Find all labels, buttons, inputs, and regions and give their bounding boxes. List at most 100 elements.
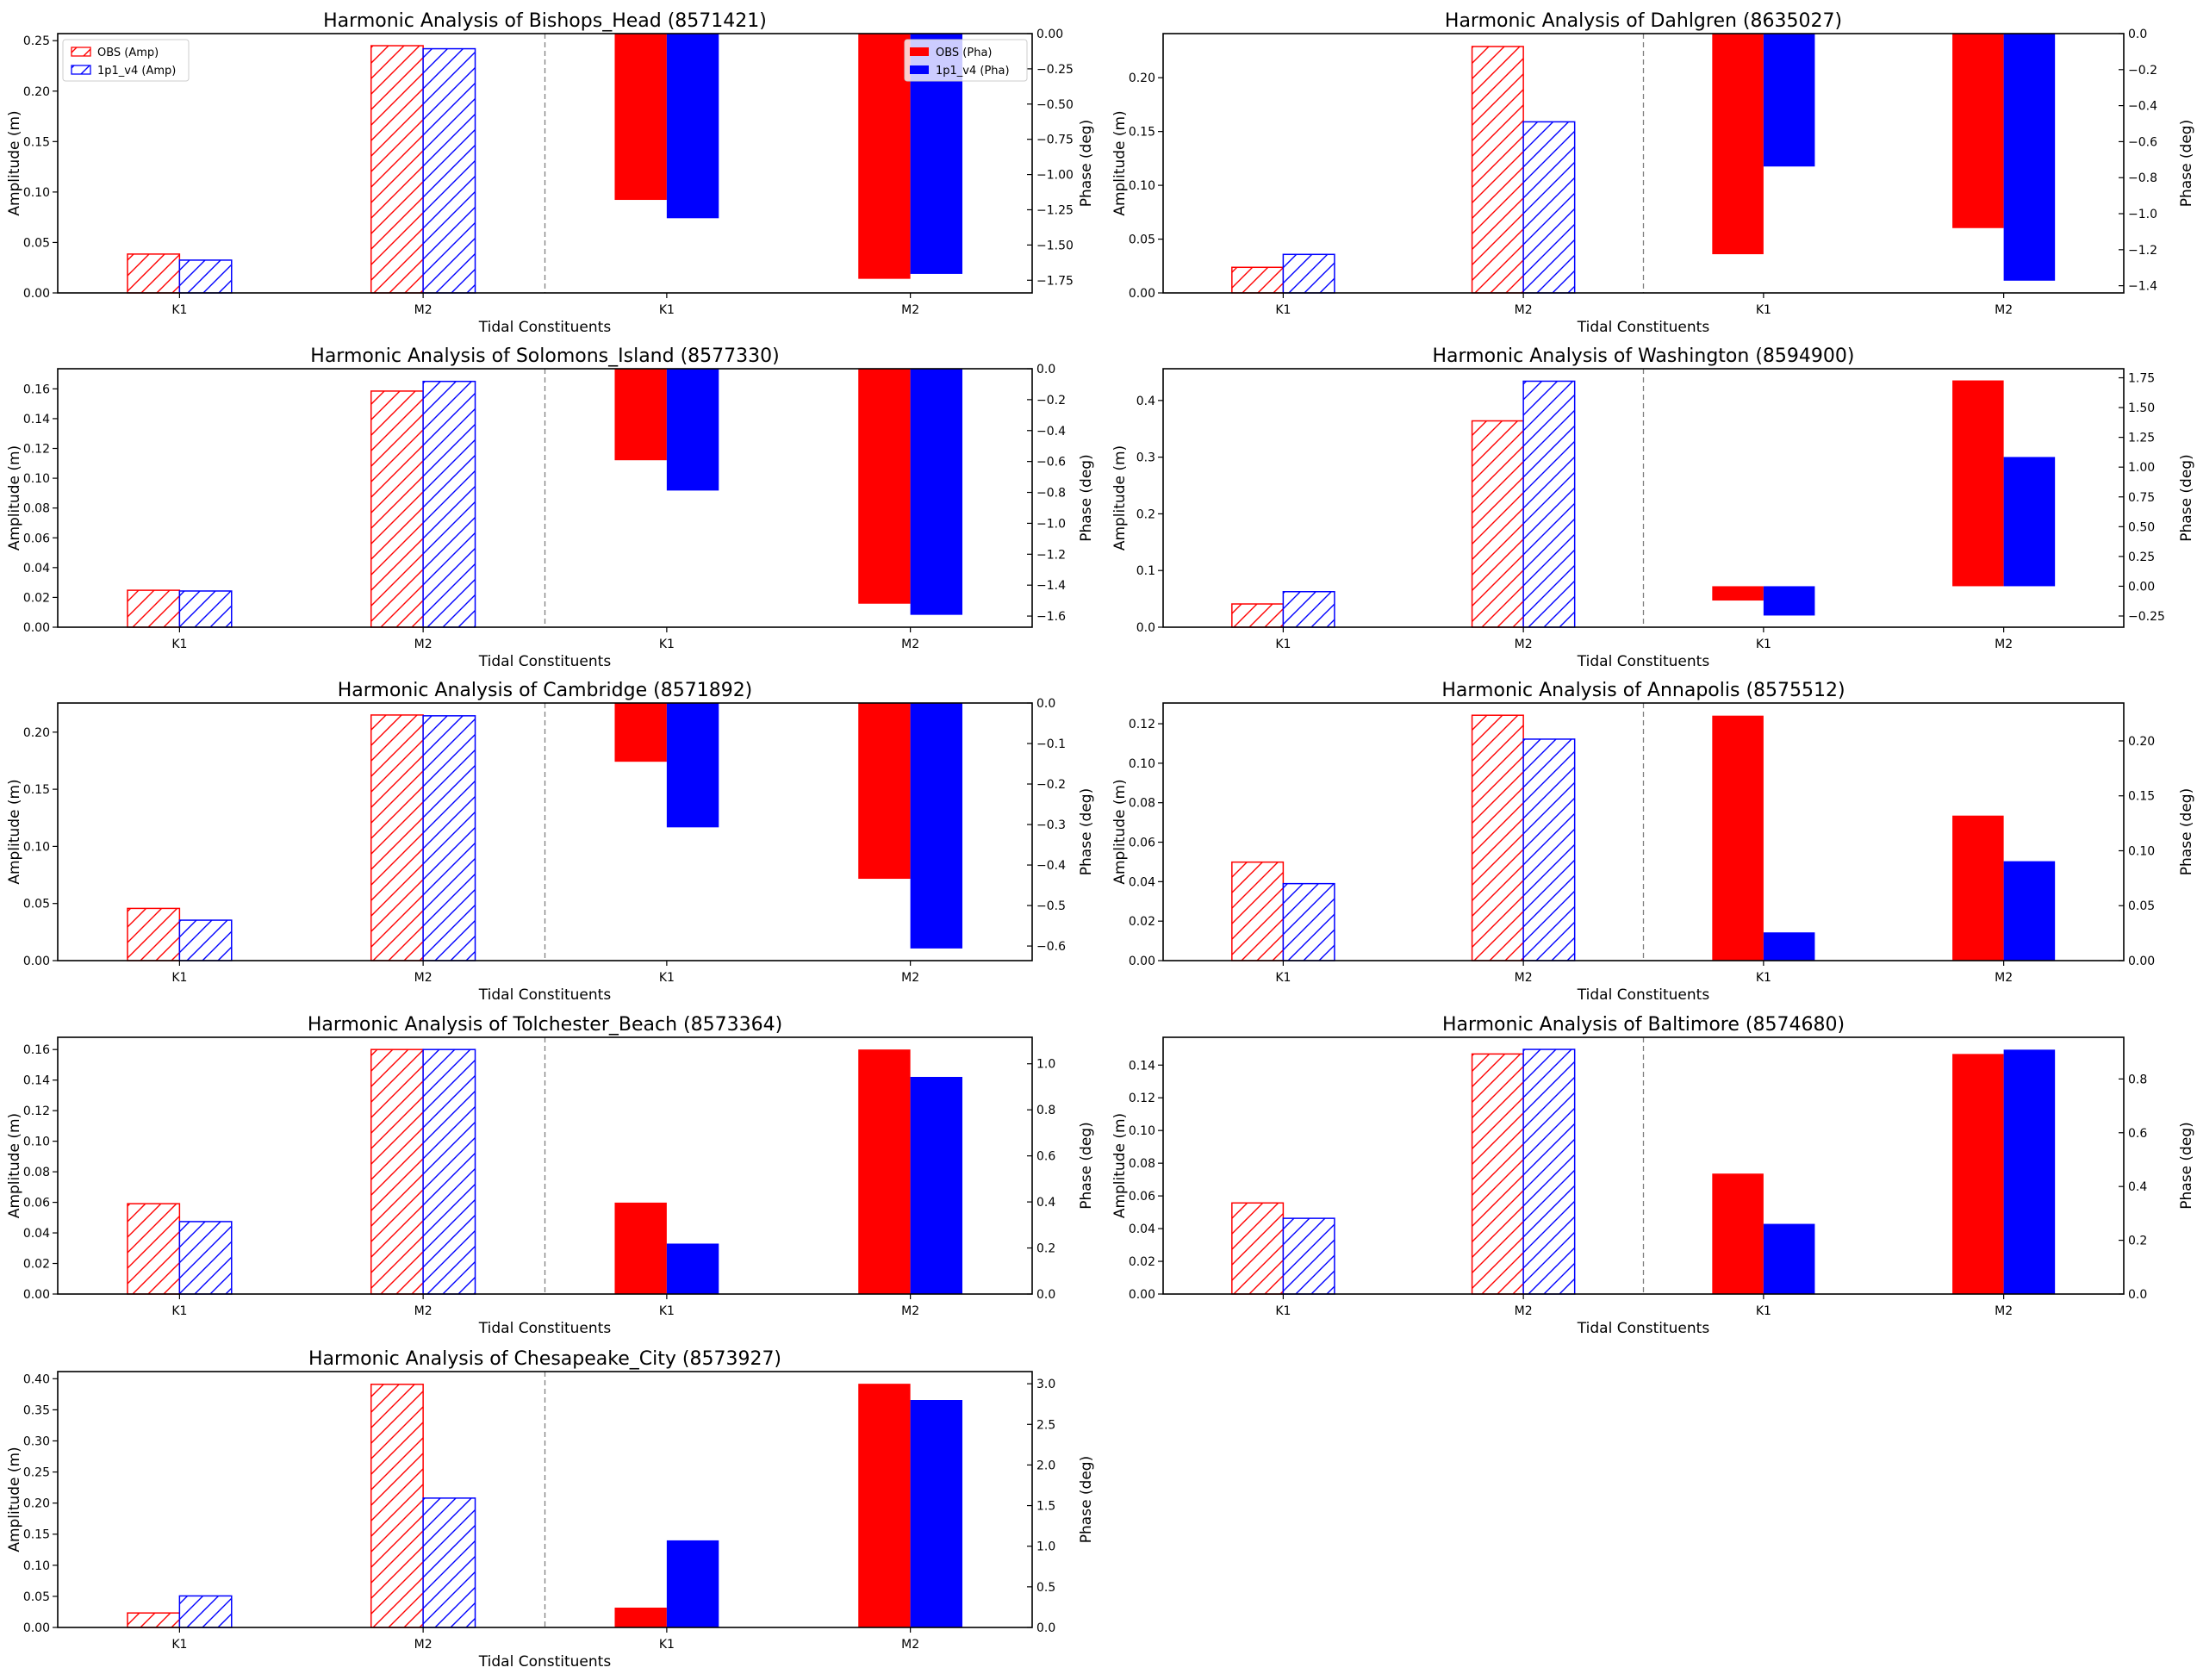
amp-tick-label: 0.25	[23, 1466, 50, 1480]
x-tick-label: K1	[1756, 971, 1771, 985]
pha-tick-label: −0.2	[1036, 394, 1066, 408]
bar-model-pha-k1	[666, 1243, 719, 1294]
amp-tick-label: 0.15	[1129, 126, 1155, 140]
bar-model-pha-m2	[2003, 1049, 2056, 1294]
bar-model-amp-m2-hatch	[1522, 1048, 1576, 1295]
pha-tick-label: −0.2	[2128, 64, 2157, 78]
amp-tick-label: 0.05	[23, 236, 50, 250]
x-tick-label: M2	[414, 303, 433, 317]
bar-obs-pha-m2	[1952, 1054, 2004, 1294]
x-tick-label: K1	[1275, 971, 1291, 985]
bar-obs-pha-m2	[858, 34, 911, 279]
amp-tick-label: 0.1	[1136, 564, 1155, 578]
bar-model-pha-m2	[2003, 34, 2056, 281]
pha-tick-label: −1.25	[1036, 203, 1074, 217]
pha-tick-label: −0.5	[1036, 899, 1066, 913]
pha-tick-label: −0.50	[1036, 98, 1074, 112]
amp-tick-label: 0.06	[23, 1197, 50, 1210]
x-tick-label: K1	[171, 1638, 187, 1652]
bar-model-pha-m2	[910, 703, 963, 949]
pha-tick-label: 0.00	[2128, 955, 2155, 968]
x-tick-label: K1	[171, 303, 187, 317]
bar-model-pha-k1	[666, 369, 719, 491]
bar-model-pha-k1	[666, 1540, 719, 1627]
x-tick-label: K1	[659, 1638, 675, 1652]
x-axis-label: Tidal Constituents	[478, 653, 612, 670]
x-tick-label: M2	[1995, 303, 2013, 317]
pha-tick-label: −0.4	[1036, 425, 1066, 439]
amp-tick-label: 0.00	[23, 955, 50, 968]
amp-tick-label: 0.14	[1129, 1059, 1155, 1073]
chart-title: Harmonic Analysis of Baltimore (8574680)	[1442, 1014, 1845, 1036]
x-tick-label: K1	[1275, 1304, 1291, 1318]
axes-frame	[1162, 1036, 2125, 1295]
legend-label: 1p1_v4 (Amp)	[97, 65, 176, 78]
amp-tick-label: 0.15	[23, 1528, 50, 1542]
amp-tick-label: 0.35	[23, 1403, 50, 1417]
x-tick-label: M2	[1995, 638, 2013, 651]
x-tick-label: K1	[659, 638, 675, 651]
bar-model-amp-m2-hatch	[422, 1048, 476, 1295]
chart-title: Harmonic Analysis of Chesapeake_City (85…	[308, 1348, 781, 1370]
pha-tick-label: −1.0	[1036, 517, 1066, 531]
bar-model-amp-k1-hatch	[178, 919, 233, 961]
amp-tick-label: 0.02	[1129, 1255, 1155, 1269]
amp-tick-label: 0.00	[1129, 287, 1155, 301]
y-axis-label-amplitude: Amplitude (m)	[1111, 110, 1129, 215]
amp-tick-label: 0.10	[1129, 179, 1155, 193]
x-axis-label: Tidal Constituents	[1577, 653, 1710, 670]
pha-tick-label: 2.5	[1036, 1418, 1055, 1432]
x-tick-label: M2	[901, 1304, 919, 1318]
bar-obs-amp-k1-hatch	[127, 1203, 181, 1295]
bar-model-amp-k1-hatch	[1282, 253, 1335, 294]
bar-obs-pha-k1	[614, 703, 667, 762]
pha-tick-label: 1.0	[1036, 1058, 1055, 1072]
x-axis-label: Tidal Constituents	[478, 986, 612, 1004]
bar-obs-amp-k1-hatch	[1231, 1202, 1285, 1295]
x-tick-label: M2	[414, 1638, 433, 1652]
x-tick-label: M2	[414, 971, 433, 985]
chart-title: Harmonic Analysis of Dahlgren (8635027)	[1445, 10, 1842, 32]
amp-tick-label: 0.00	[23, 287, 50, 301]
chart-panel: 0.00 0.05 0.10 0.15 0.20 0.0 −0.2 −0.4 −0.6 −0.8 −…	[1111, 10, 2195, 336]
x-tick-label: K1	[1275, 638, 1291, 651]
x-tick-label: K1	[1756, 303, 1771, 317]
bar-obs-pha-k1	[1712, 715, 1764, 961]
pha-tick-label: 1.25	[2128, 432, 2155, 445]
amp-tick-label: 0.02	[23, 591, 50, 605]
amp-tick-label: 0.14	[23, 1074, 50, 1088]
x-tick-label: M2	[1515, 1304, 1533, 1318]
x-axis-label: Tidal Constituents	[1577, 1320, 1710, 1337]
pha-tick-label: 0.75	[2128, 491, 2155, 505]
chart-panel: 0.00 0.02 0.04 0.06 0.08 0.10 0.12 0.14 0.16 0.0 0…	[6, 1014, 1095, 1337]
y-axis-label-amplitude: Amplitude (m)	[6, 445, 23, 551]
amp-tick-label: 0.10	[23, 1559, 50, 1573]
pha-tick-label: 1.75	[2128, 372, 2155, 386]
pha-tick-label: −0.8	[1036, 487, 1066, 501]
pha-tick-label: 0.0	[1036, 1288, 1055, 1302]
bar-model-amp-m2-hatch	[422, 47, 476, 294]
x-axis-label: Tidal Constituents	[1577, 986, 1710, 1004]
bar-model-amp-k1-hatch	[178, 259, 233, 294]
amp-tick-label: 0.20	[23, 726, 50, 740]
bar-obs-pha-k1	[614, 34, 667, 201]
bar-obs-amp-k1-hatch	[1231, 603, 1285, 628]
amp-tick-label: 0.00	[23, 621, 50, 635]
amp-tick-label: 0.00	[1129, 955, 1155, 968]
bar-obs-pha-k1	[614, 1202, 667, 1294]
amp-tick-label: 0.00	[23, 1621, 50, 1635]
pha-tick-label: −0.2	[1036, 778, 1066, 792]
amp-tick-label: 0.12	[23, 443, 50, 457]
axes-frame	[1162, 368, 2125, 628]
chart-panel: 0.00 0.02 0.04 0.06 0.08 0.10 0.12 0.00 0.05 0.10…	[1111, 680, 2195, 1004]
x-tick-label: M2	[414, 638, 433, 651]
bar-obs-pha-m2	[858, 369, 911, 604]
x-tick-label: K1	[659, 1304, 675, 1318]
bar-model-amp-k1-hatch	[178, 1595, 233, 1628]
bar-obs-amp-m2-hatch	[370, 1048, 424, 1295]
bar-model-amp-m2-hatch	[1522, 380, 1576, 628]
bar-obs-amp-k1-hatch	[127, 253, 181, 294]
amp-tick-label: 0.06	[1129, 1190, 1155, 1204]
amp-tick-label: 0.08	[23, 502, 50, 516]
